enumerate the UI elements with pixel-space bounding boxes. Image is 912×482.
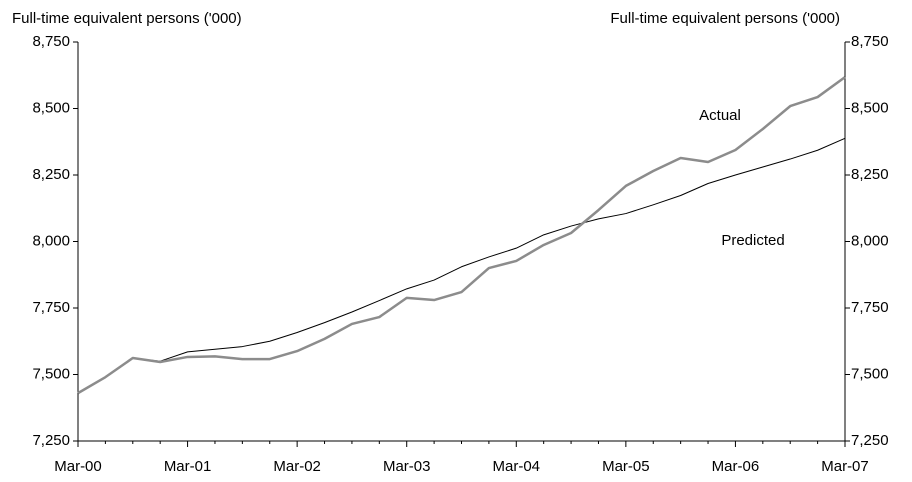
x-tick-label: Mar-05 <box>602 458 650 475</box>
x-tick-label: Mar-01 <box>164 458 212 475</box>
y2-axis-label: Full-time equivalent persons ('000) <box>610 10 840 27</box>
x-tick-label: Mar-02 <box>273 458 321 475</box>
x-tick-label: Mar-07 <box>821 458 869 475</box>
x-tick-label: Mar-06 <box>712 458 760 475</box>
y-tick-label: 8,250 <box>32 166 70 183</box>
y2-tick-label: 7,250 <box>851 432 889 449</box>
y2-tick-label: 8,000 <box>851 232 889 249</box>
y2-tick-label: 7,500 <box>851 365 889 382</box>
y-tick-label: 8,000 <box>32 232 70 249</box>
y-tick-label: 7,500 <box>32 365 70 382</box>
y-tick-label: 8,750 <box>32 33 70 50</box>
y-tick-label: 8,500 <box>32 99 70 116</box>
series-label: Actual <box>699 107 741 124</box>
x-tick-label: Mar-04 <box>493 458 541 475</box>
y-tick-label: 7,250 <box>32 432 70 449</box>
series-label: Predicted <box>721 232 784 249</box>
line-1 <box>77 137 846 394</box>
x-tick-label: Mar-03 <box>383 458 431 475</box>
line-0 <box>77 76 846 395</box>
y2-tick-label: 8,500 <box>851 99 889 116</box>
x-tick-label: Mar-00 <box>54 458 102 475</box>
y2-tick-label: 7,750 <box>851 299 889 316</box>
y2-tick-label: 8,750 <box>851 33 889 50</box>
y-tick-label: 7,750 <box>32 299 70 316</box>
y-axis-label: Full-time equivalent persons ('000) <box>12 10 242 27</box>
y2-tick-label: 8,250 <box>851 166 889 183</box>
